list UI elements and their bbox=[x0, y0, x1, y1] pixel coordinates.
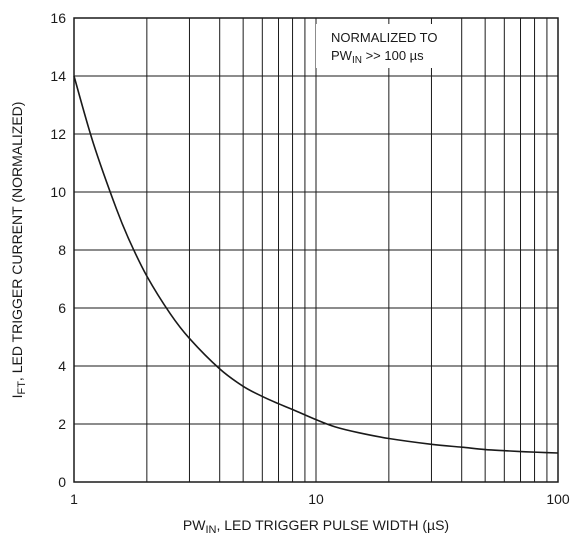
annotation-line-1: NORMALIZED TO bbox=[331, 30, 437, 45]
y-tick-label: 6 bbox=[58, 300, 66, 316]
y-tick-label: 2 bbox=[58, 416, 66, 432]
x-tick-label: 100 bbox=[546, 491, 570, 507]
y-axis-title: IFT, LED TRIGGER CURRENT (NORMALIZED) bbox=[9, 102, 28, 399]
x-tick-labels: 1 10 100 bbox=[70, 491, 570, 507]
y-tick-label: 4 bbox=[58, 358, 66, 374]
y-tick-label: 0 bbox=[58, 474, 66, 490]
y-tick-label: 12 bbox=[50, 126, 66, 142]
y-tick-label: 14 bbox=[50, 68, 66, 84]
y-tick-labels: 0 2 4 6 8 10 12 14 16 bbox=[50, 10, 66, 490]
annotation-box bbox=[316, 24, 458, 68]
grid bbox=[73, 17, 558, 483]
series-line bbox=[73, 75, 559, 454]
annotation-line-2: PWIN >> 100 µs bbox=[331, 48, 424, 66]
y-tick-label: 10 bbox=[50, 184, 66, 200]
x-tick-label: 10 bbox=[308, 491, 324, 507]
x-tick-label: 1 bbox=[70, 491, 78, 507]
x-axis-title: PWIN, LED TRIGGER PULSE WIDTH (µS) bbox=[183, 517, 449, 536]
y-tick-label: 16 bbox=[50, 10, 66, 26]
plot-frame bbox=[73, 17, 559, 483]
y-tick-label: 8 bbox=[58, 242, 66, 258]
